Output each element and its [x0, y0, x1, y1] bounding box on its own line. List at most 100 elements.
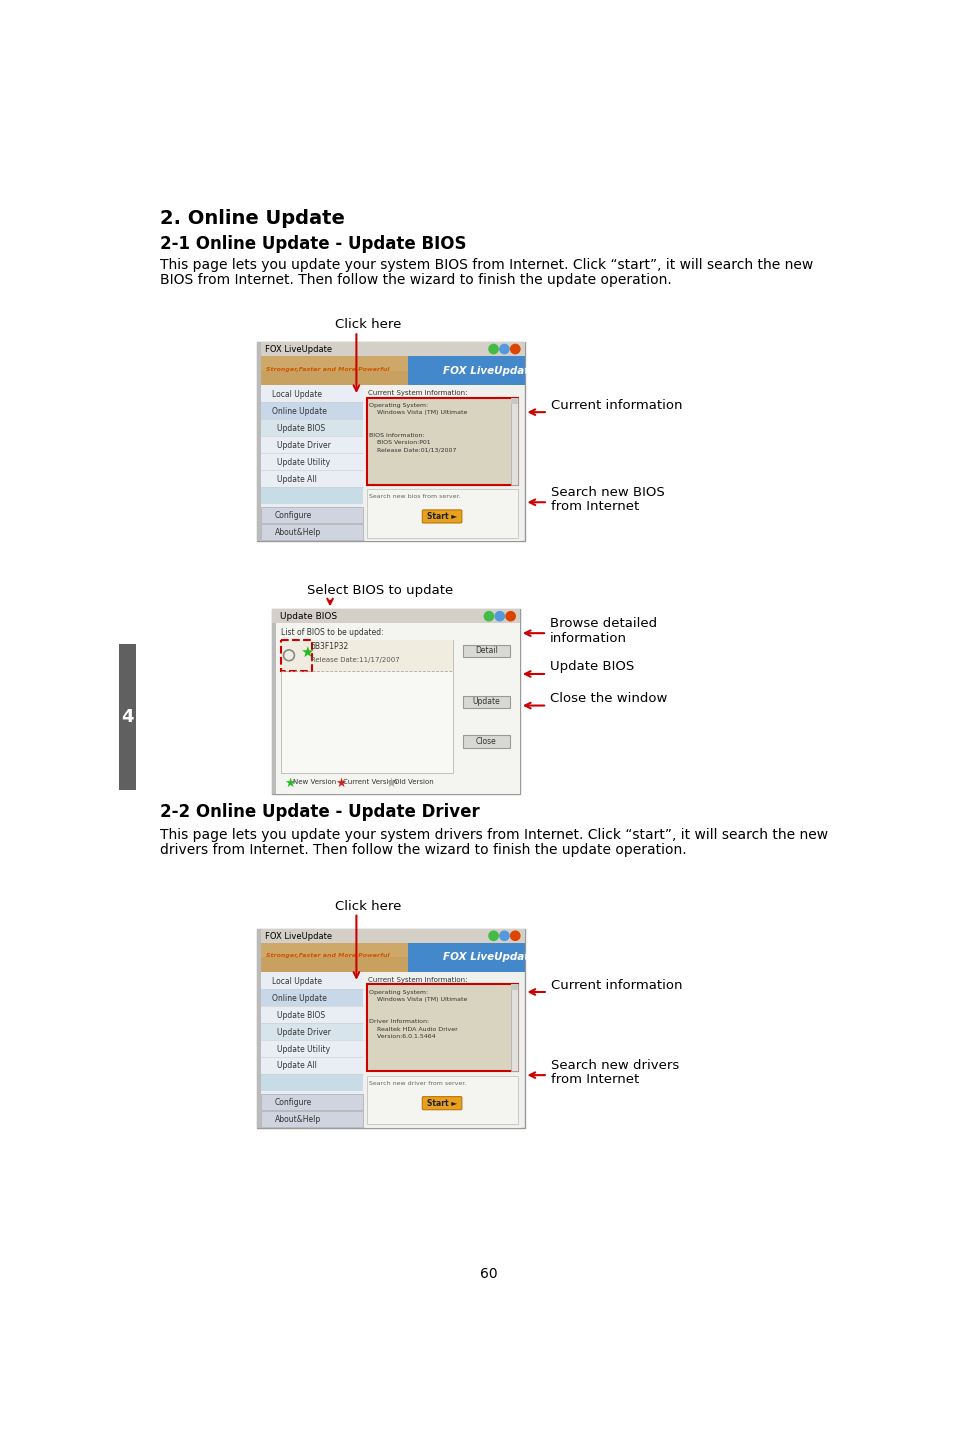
Text: Update Utility: Update Utility [276, 1044, 330, 1054]
Bar [366, 984, 517, 1072]
Text: information: information [550, 632, 626, 645]
Text: ★: ★ [284, 777, 295, 790]
Bar [261, 436, 362, 453]
Bar [261, 1022, 362, 1040]
Bar [408, 356, 524, 385]
Text: Online Update: Online Update [272, 993, 327, 1003]
Bar [366, 398, 517, 485]
Text: Stronger,Faster and More Powerful: Stronger,Faster and More Powerful [266, 366, 390, 372]
Bar [261, 486, 362, 504]
Bar [257, 929, 524, 942]
Bar [366, 489, 517, 537]
Circle shape [510, 931, 519, 941]
FancyBboxPatch shape [422, 510, 461, 523]
Bar [261, 402, 362, 420]
Text: Release Date:11/17/2007: Release Date:11/17/2007 [311, 656, 399, 664]
Text: About&Help: About&Help [274, 1115, 321, 1124]
Text: 60: 60 [479, 1266, 497, 1281]
Text: Update All: Update All [276, 475, 316, 484]
Bar [257, 343, 261, 540]
Text: Operating System:
    Windows Vista (TM) Ultimate


BIOS Information:
    BIOS V: Operating System: Windows Vista (TM) Ult… [369, 402, 467, 453]
Text: Update BIOS: Update BIOS [276, 1011, 324, 1019]
Bar [261, 1057, 362, 1073]
Text: drivers from Internet. Then follow the wizard to finish the update operation.: drivers from Internet. Then follow the w… [159, 844, 685, 857]
Bar [261, 385, 362, 402]
Text: Update Utility: Update Utility [276, 457, 330, 466]
Text: FOX LiveUpdate: FOX LiveUpdate [442, 366, 536, 376]
Bar [261, 989, 362, 1006]
Text: Click here: Click here [335, 900, 400, 913]
Bar [261, 1006, 362, 1022]
Bar [261, 942, 408, 957]
Text: ★: ★ [335, 777, 346, 790]
Bar [365, 385, 520, 540]
Text: Current Version: Current Version [343, 780, 397, 786]
Text: Update BIOS: Update BIOS [550, 661, 634, 674]
Text: ★: ★ [299, 645, 314, 661]
Bar [257, 343, 524, 540]
Bar [408, 942, 524, 971]
Text: 6B3F1P32: 6B3F1P32 [311, 642, 349, 652]
Text: Update BIOS: Update BIOS [276, 424, 324, 433]
Text: About&Help: About&Help [274, 527, 321, 537]
Bar [261, 356, 408, 370]
Text: Current System Information:: Current System Information: [368, 977, 467, 983]
Circle shape [488, 344, 497, 354]
Bar [261, 470, 362, 486]
Bar [257, 343, 524, 356]
FancyBboxPatch shape [422, 1096, 461, 1109]
Circle shape [484, 611, 493, 621]
Text: Start ►: Start ► [427, 1099, 456, 1108]
Text: Update Driver: Update Driver [276, 441, 330, 450]
Text: BIOS from Internet. Then follow the wizard to finish the update operation.: BIOS from Internet. Then follow the wiza… [159, 273, 671, 287]
Text: Stronger,Faster and More Powerful: Stronger,Faster and More Powerful [266, 954, 390, 958]
Bar [281, 640, 453, 671]
Bar [281, 640, 312, 671]
Bar [261, 385, 362, 540]
Text: from Internet: from Internet [550, 1073, 639, 1086]
Bar [257, 929, 261, 1128]
Text: Update All: Update All [276, 1061, 316, 1070]
Circle shape [499, 344, 509, 354]
Text: This page lets you update your system BIOS from Internet. Click “start”, it will: This page lets you update your system BI… [159, 258, 812, 272]
Text: 2-2 Online Update - Update Driver: 2-2 Online Update - Update Driver [159, 803, 478, 822]
Text: Close the window: Close the window [550, 691, 667, 704]
Circle shape [499, 931, 509, 941]
Text: Browse detailed: Browse detailed [550, 617, 657, 630]
Text: Current information: Current information [550, 979, 681, 992]
Text: Local Update: Local Update [272, 977, 321, 986]
Text: Search new bios from server.: Search new bios from server. [369, 494, 460, 499]
Text: 4: 4 [121, 709, 133, 726]
Bar [462, 736, 510, 748]
Text: from Internet: from Internet [550, 499, 639, 513]
Bar [261, 356, 408, 385]
Bar [272, 610, 275, 794]
Text: New Version: New Version [293, 780, 335, 786]
Text: Current information: Current information [550, 399, 681, 412]
Text: Search new drivers: Search new drivers [550, 1059, 679, 1072]
Bar [272, 610, 519, 623]
Text: Select BIOS to update: Select BIOS to update [307, 584, 453, 597]
Bar [261, 942, 408, 971]
Bar [511, 398, 517, 485]
Bar [261, 507, 362, 523]
Bar [511, 984, 517, 1072]
Circle shape [488, 931, 497, 941]
Bar [261, 453, 362, 470]
Text: Operating System:
    Windows Vista (TM) Ultimate


Driver Information:
    Real: Operating System: Windows Vista (TM) Ult… [369, 990, 467, 1040]
Circle shape [505, 611, 515, 621]
Bar [365, 971, 520, 1128]
Circle shape [510, 344, 519, 354]
Text: FOX LiveUpdate: FOX LiveUpdate [442, 953, 536, 963]
Text: Configure: Configure [274, 1098, 312, 1106]
Text: This page lets you update your system drivers from Internet. Click “start”, it w: This page lets you update your system dr… [159, 828, 827, 842]
Bar [119, 643, 136, 790]
Bar [261, 1040, 362, 1057]
Text: Configure: Configure [274, 511, 312, 520]
Text: Update BIOS: Update BIOS [279, 613, 336, 621]
Text: Start ►: Start ► [427, 513, 456, 521]
Text: Detail: Detail [475, 646, 497, 655]
Bar [511, 984, 517, 990]
Text: Close: Close [476, 738, 497, 746]
Bar [275, 623, 519, 794]
